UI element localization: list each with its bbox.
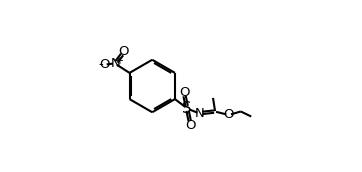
- Text: N: N: [195, 107, 205, 120]
- Text: O: O: [99, 58, 109, 71]
- Text: N: N: [110, 57, 120, 70]
- Text: O: O: [179, 86, 189, 99]
- Text: S: S: [182, 101, 192, 116]
- Text: O: O: [185, 119, 195, 132]
- Text: +: +: [115, 56, 123, 66]
- Text: O: O: [223, 108, 234, 121]
- Text: -: -: [99, 58, 104, 71]
- Text: O: O: [118, 45, 129, 58]
